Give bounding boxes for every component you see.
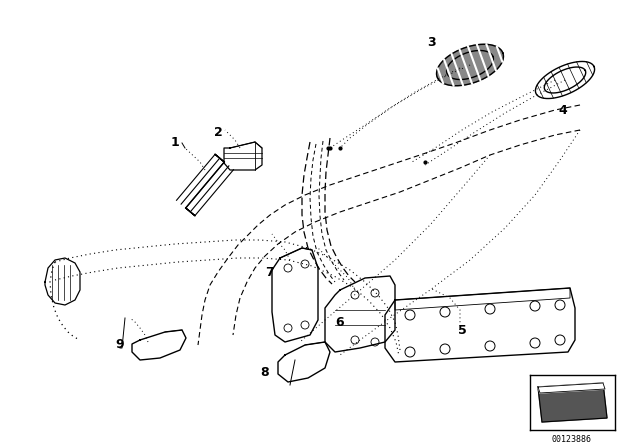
Text: 7: 7 xyxy=(266,266,275,279)
Polygon shape xyxy=(538,383,605,393)
Text: 9: 9 xyxy=(116,339,124,352)
Text: 00123886: 00123886 xyxy=(552,435,592,444)
Text: 8: 8 xyxy=(260,366,269,379)
Text: 5: 5 xyxy=(458,323,467,336)
Text: 3: 3 xyxy=(428,35,436,48)
Text: 6: 6 xyxy=(336,315,344,328)
Text: 1: 1 xyxy=(171,137,179,150)
Polygon shape xyxy=(538,383,607,422)
Text: 2: 2 xyxy=(214,126,222,139)
Polygon shape xyxy=(436,44,504,86)
Text: 4: 4 xyxy=(559,103,568,116)
